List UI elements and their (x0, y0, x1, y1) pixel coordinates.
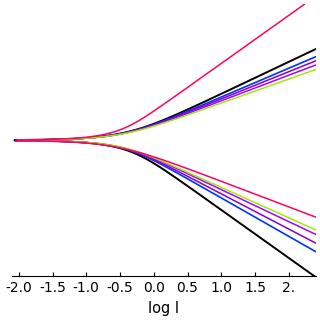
X-axis label: log I: log I (148, 301, 180, 316)
